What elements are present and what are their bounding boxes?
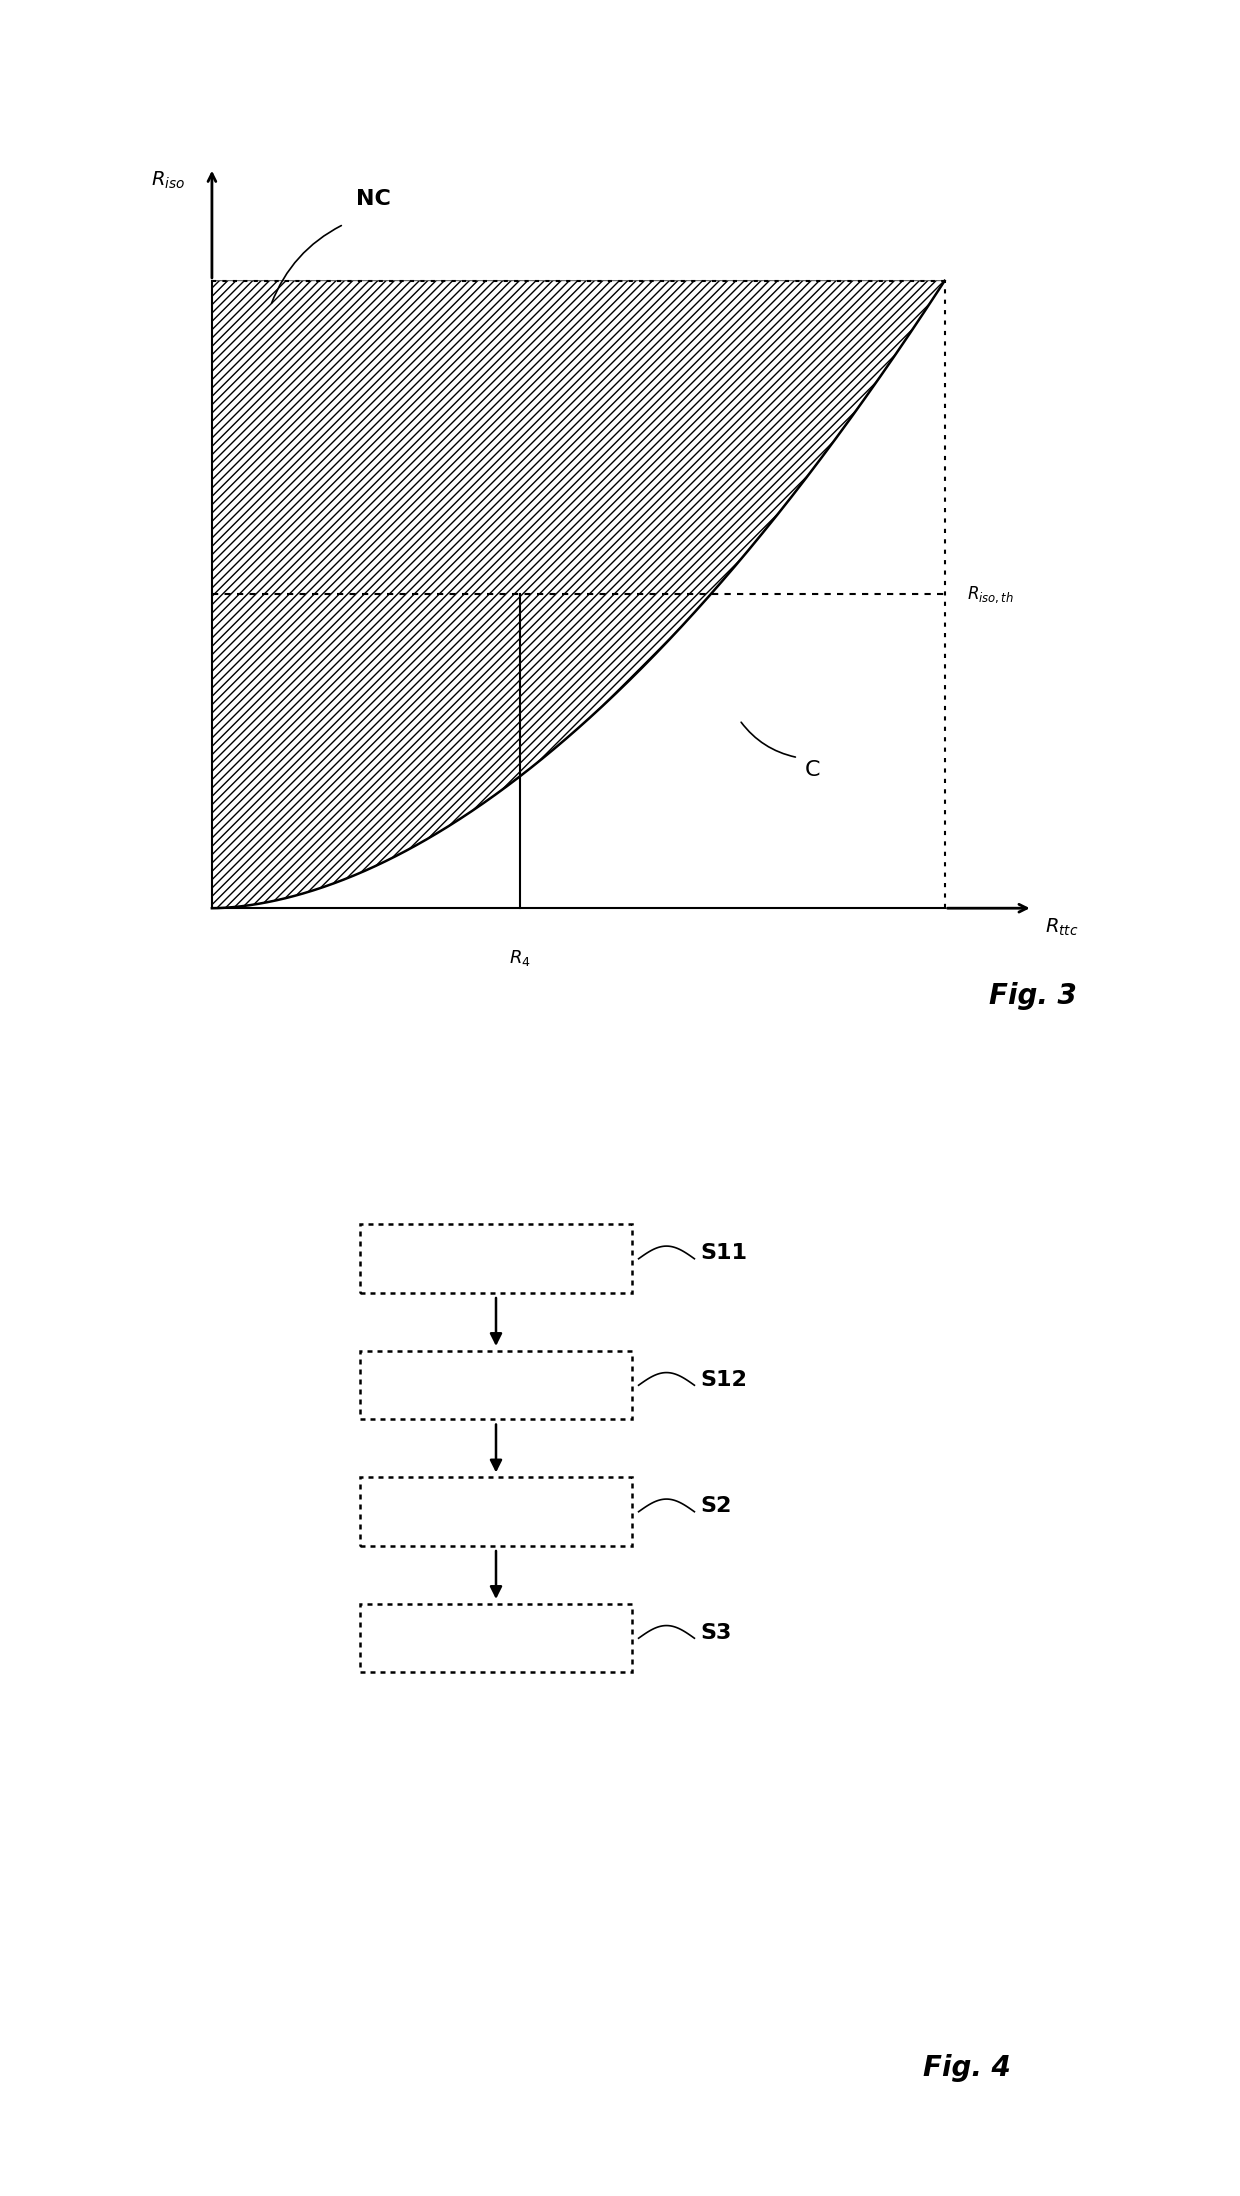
Text: S2: S2 [701, 1495, 732, 1517]
Text: S11: S11 [701, 1243, 748, 1263]
Text: $R_{ttc}$: $R_{ttc}$ [1045, 916, 1079, 938]
Text: S12: S12 [701, 1370, 748, 1390]
Text: S3: S3 [701, 1623, 732, 1643]
Text: Fig. 3: Fig. 3 [988, 982, 1076, 1010]
FancyBboxPatch shape [360, 1225, 632, 1293]
Text: Fig. 4: Fig. 4 [924, 2053, 1011, 2082]
Text: C: C [805, 760, 821, 780]
Text: NC: NC [356, 189, 391, 209]
Text: $R_{iso,th}$: $R_{iso,th}$ [967, 584, 1014, 604]
Text: $R_{iso}$: $R_{iso}$ [151, 169, 185, 191]
FancyBboxPatch shape [360, 1603, 632, 1673]
FancyBboxPatch shape [360, 1351, 632, 1419]
Text: $R_4$: $R_4$ [508, 949, 531, 968]
FancyBboxPatch shape [360, 1478, 632, 1546]
